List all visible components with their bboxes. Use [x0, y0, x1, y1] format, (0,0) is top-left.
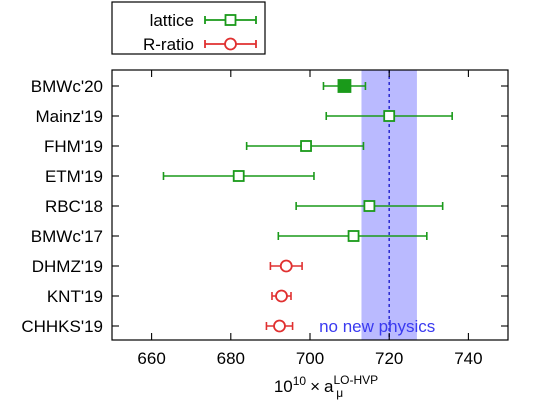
data-point-dhmz-19 — [269, 259, 303, 273]
legend-item-r-ratio: R-ratio — [143, 35, 257, 54]
data-point-knt-19 — [271, 289, 292, 303]
x-tick-label: 740 — [454, 349, 482, 368]
data-point-bmwc-20 — [322, 79, 367, 93]
legend: lattice R-ratio — [111, 1, 266, 55]
marker-square — [383, 110, 396, 122]
x-axis-label-symbol: a — [324, 377, 334, 396]
x-axis-label-superscript: LO-HVP — [334, 373, 379, 387]
legend-label-lattice: lattice — [150, 11, 194, 30]
x-axis-label-subscript: μ — [336, 386, 343, 400]
x-tick-label: 700 — [296, 349, 324, 368]
category-label-chhks-19: CHHKS'19 — [21, 317, 103, 336]
legend-marker-r-ratio — [224, 37, 237, 51]
legend-box — [111, 1, 266, 55]
x-axis-label: 1010 × aLO-HVP μ — [274, 373, 378, 400]
legend-marker-lattice — [224, 14, 237, 26]
data-point-rbc-18 — [295, 200, 444, 212]
marker-square-filled — [337, 79, 352, 93]
category-label-bmwc-17: BMWc'17 — [31, 227, 103, 246]
category-label-knt-19: KNT'19 — [47, 287, 103, 306]
data-point-bmwc-17 — [277, 230, 428, 242]
plot-border — [111, 69, 509, 341]
data-point-chhks-19 — [265, 319, 294, 333]
category-label-bmwc-20: BMWc'20 — [31, 77, 103, 96]
category-label-rbc-18: RBC'18 — [45, 197, 103, 216]
x-axis-label-base: 10 — [274, 377, 293, 396]
marker-square — [232, 170, 245, 182]
band-annotation: no new physics — [319, 317, 435, 336]
category-label-fhm-19: FHM'19 — [44, 137, 103, 156]
marker-square — [363, 200, 376, 212]
plot-frame: 660 680 700 720 740 — [111, 69, 509, 368]
legend-item-lattice: lattice — [150, 11, 257, 30]
marker-square — [300, 140, 312, 152]
marker-circle — [273, 319, 286, 333]
x-tick-label: 720 — [375, 349, 403, 368]
data-layer — [162, 79, 453, 333]
x-axis-label-exponent: 10 — [293, 374, 307, 388]
marker-circle — [279, 259, 293, 273]
data-point-fhm-19 — [245, 140, 365, 152]
marker-circle — [275, 289, 288, 303]
label-layer: BMWc'20 Mainz'19 FHM'19 ETM'19 RBC'18 BMWc'17… — [21, 77, 103, 336]
marker-square — [347, 230, 360, 242]
data-point-etm-19 — [162, 170, 315, 182]
x-tick-label: 680 — [217, 349, 245, 368]
x-tick-label: 660 — [137, 349, 165, 368]
data-point-mainz-19 — [325, 110, 453, 122]
category-label-dhmz-19: DHMZ'19 — [32, 257, 103, 276]
category-label-etm-19: ETM'19 — [45, 167, 103, 186]
legend-label-r-ratio: R-ratio — [143, 35, 194, 54]
category-label-mainz-19: Mainz'19 — [35, 107, 103, 126]
x-axis-label-times: × — [310, 377, 320, 396]
